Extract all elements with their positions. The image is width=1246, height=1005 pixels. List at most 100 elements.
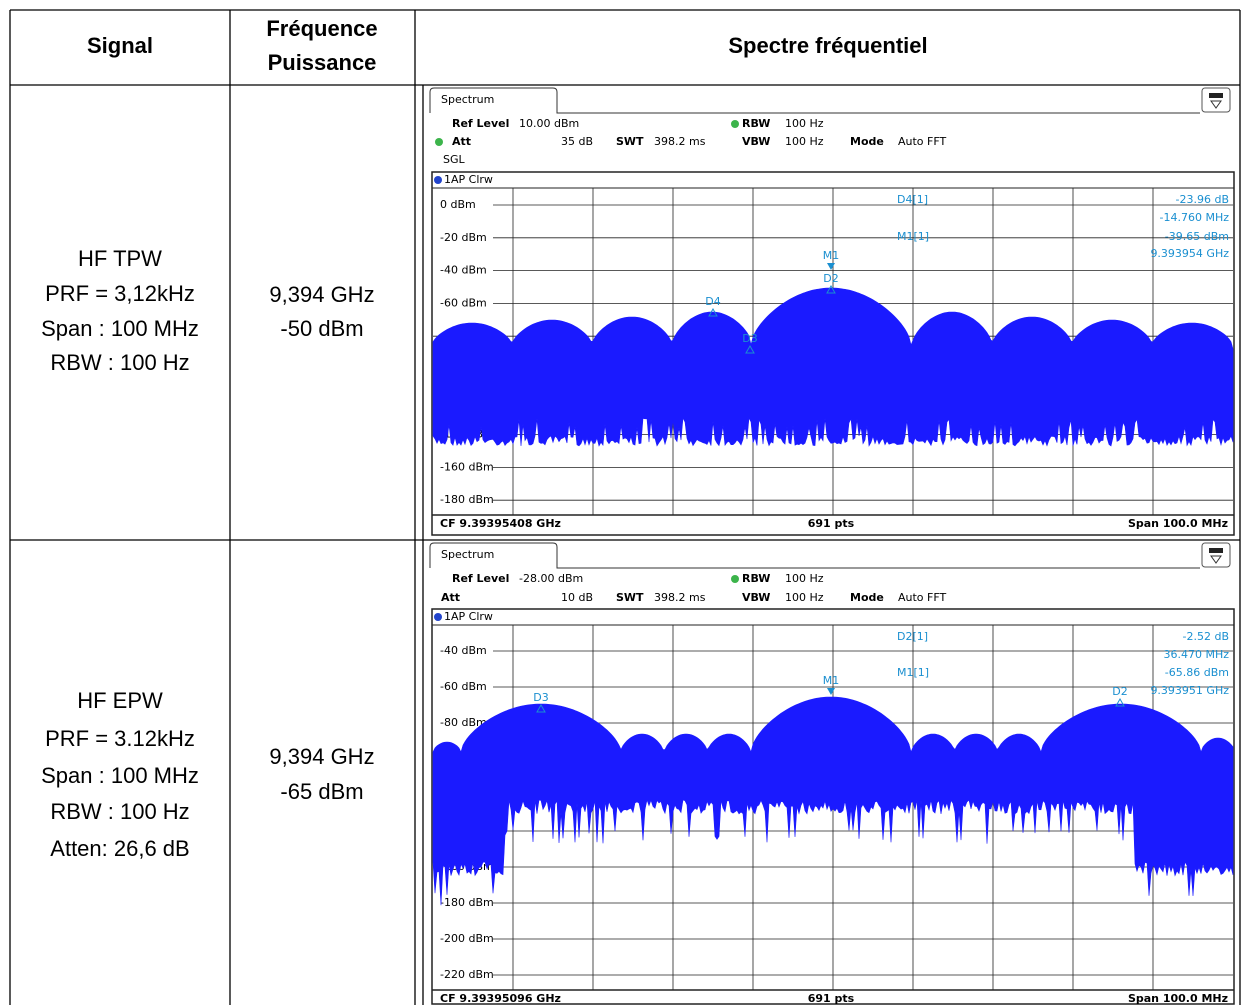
marker-symbol — [827, 263, 835, 270]
header-frequency: Fréquence — [266, 16, 377, 41]
sgl: SGL — [443, 153, 466, 166]
footer-pts: 691 pts — [808, 992, 855, 1005]
ref-level-label: Ref Level — [452, 117, 509, 130]
signal-line: Span : 100 MHz — [41, 763, 199, 788]
readout-name: M1[1] — [897, 666, 929, 679]
frequency-line: -65 dBm — [280, 779, 363, 804]
marker-symbol — [827, 688, 835, 695]
tab-label: Spectrum — [441, 93, 494, 106]
rbw-label: RBW — [742, 117, 770, 130]
marker-tag: M1 — [823, 674, 840, 687]
status-dot — [731, 575, 739, 583]
signal-line: Atten: 26,6 dB — [50, 836, 189, 861]
swt-label: SWT — [616, 135, 644, 148]
marker-tag: D2 — [823, 272, 838, 285]
menu-icon-bar — [1209, 93, 1223, 98]
rbw-label: RBW — [742, 572, 770, 585]
footer-cf: CF 9.39395096 GHz — [440, 992, 561, 1005]
vbw-label: VBW — [742, 135, 770, 148]
spectrum-trace — [432, 287, 1234, 447]
ref-level: 10.00 dBm — [519, 117, 579, 130]
marker-symbol — [745, 344, 755, 354]
trace-label: 1AP Clrw — [444, 173, 493, 186]
att: 35 dB — [561, 135, 593, 148]
tab — [429, 87, 1200, 114]
tab-label: Spectrum — [441, 548, 494, 561]
mode-label: Mode — [850, 591, 884, 604]
readout-name: D4[1] — [897, 193, 928, 206]
trace-dot — [434, 176, 442, 184]
y-label: -200 dBm — [440, 932, 494, 945]
header-spectrum: Spectre fréquentiel — [728, 33, 927, 58]
readout-name: D2[1] — [897, 630, 928, 643]
status-dot — [731, 120, 739, 128]
y-label: -180 dBm — [440, 493, 494, 506]
readout-value: -2.52 dB — [1183, 630, 1230, 643]
marker-tag: D2 — [1112, 685, 1127, 698]
swt-label: SWT — [616, 591, 644, 604]
readout-value: 9.393951 GHz — [1150, 684, 1229, 697]
readout-value: -23.96 dB — [1176, 193, 1230, 206]
vbw: 100 Hz — [785, 135, 824, 148]
y-label: -80 dBm — [440, 716, 487, 729]
signal-line: HF TPW — [78, 246, 162, 271]
signal-line: PRF = 3.12kHz — [45, 726, 195, 751]
menu-icon-bar — [1209, 548, 1223, 553]
trace-label: 1AP Clrw — [444, 610, 493, 623]
signal-line: HF EPW — [77, 688, 163, 713]
swt: 398.2 ms — [654, 135, 706, 148]
readout-name: M1[1] — [897, 230, 929, 243]
att-label: Att — [452, 135, 471, 148]
y-label: -220 dBm — [440, 968, 494, 981]
mode-label: Mode — [850, 135, 884, 148]
signal-line: RBW : 100 Hz — [50, 799, 189, 824]
readout-value: -65.86 dBm — [1165, 666, 1229, 679]
menu-icon-arrow — [1210, 100, 1222, 109]
footer-span: Span 100.0 MHz — [1128, 517, 1228, 530]
footer-span: Span 100.0 MHz — [1128, 992, 1228, 1005]
marker-tag: D3 — [742, 332, 757, 345]
mode: Auto FFT — [898, 591, 946, 604]
status-dot — [435, 138, 443, 146]
signal-line: Span : 100 MHz — [41, 316, 199, 341]
swt: 398.2 ms — [654, 591, 706, 604]
y-label: -60 dBm — [440, 680, 487, 693]
marker-symbol — [536, 703, 546, 713]
att: 10 dB — [561, 591, 593, 604]
vbw-label: VBW — [742, 591, 770, 604]
header-signal: Signal — [87, 33, 153, 58]
y-label: -40 dBm — [440, 264, 487, 277]
rbw: 100 Hz — [785, 117, 824, 130]
readout-value: 36.470 MHz — [1163, 648, 1229, 661]
marker-symbol — [1115, 697, 1125, 707]
mode: Auto FFT — [898, 135, 946, 148]
signal-line: RBW : 100 Hz — [50, 350, 189, 375]
frequency-line: 9,394 GHz — [269, 744, 374, 769]
frequency-line: 9,394 GHz — [269, 282, 374, 307]
frequency-line: -50 dBm — [280, 316, 363, 341]
y-label: -60 dBm — [440, 296, 487, 309]
y-label: -20 dBm — [440, 231, 487, 244]
readout-value: 9.393954 GHz — [1150, 247, 1229, 260]
marker-tag: M1 — [823, 249, 840, 262]
y-label: -160 dBm — [440, 460, 494, 473]
readout-value: -14.760 MHz — [1160, 211, 1230, 224]
header-power: Puissance — [268, 50, 377, 75]
footer-cf: CF 9.39395408 GHz — [440, 517, 561, 530]
ref-level: -28.00 dBm — [519, 572, 583, 585]
trace-dot — [434, 613, 442, 621]
readout-value: -39.65 dBm — [1165, 230, 1229, 243]
table-borders — [9, 9, 1241, 1005]
signal-line: PRF = 3,12kHz — [45, 281, 195, 306]
footer-pts: 691 pts — [808, 517, 855, 530]
marker-symbol — [826, 284, 836, 294]
att-label: Att — [441, 591, 460, 604]
marker-symbol — [708, 307, 718, 317]
ref-level-label: Ref Level — [452, 572, 509, 585]
menu-icon-arrow — [1210, 555, 1222, 564]
y-label: -40 dBm — [440, 644, 487, 657]
vbw: 100 Hz — [785, 591, 824, 604]
tab — [429, 542, 1200, 569]
marker-tag: D3 — [533, 691, 548, 704]
